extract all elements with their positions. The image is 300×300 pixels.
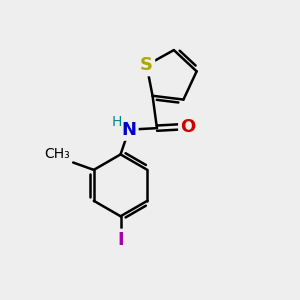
Text: I: I: [117, 231, 124, 249]
Text: N: N: [122, 121, 136, 139]
Text: H: H: [111, 115, 122, 129]
Text: S: S: [140, 56, 153, 74]
Text: O: O: [180, 118, 196, 136]
Text: CH₃: CH₃: [44, 147, 70, 161]
